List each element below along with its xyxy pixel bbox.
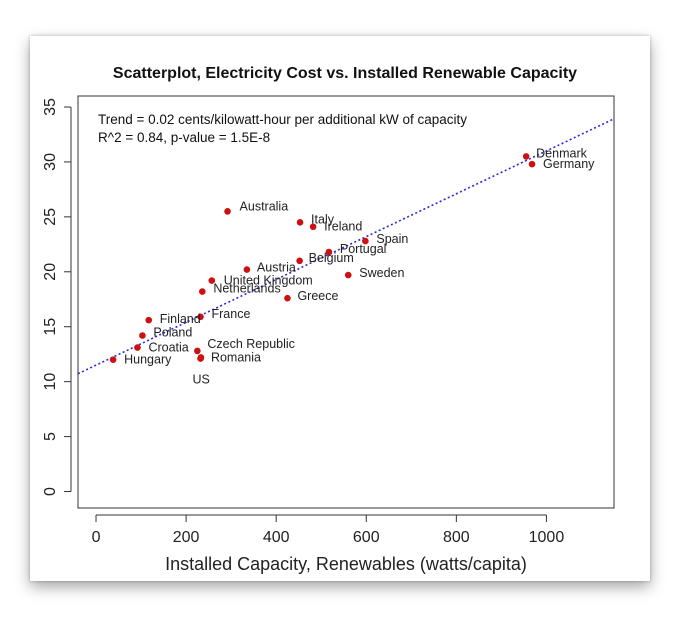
r2-annotation: R^2 = 0.84, p-value = 1.5E-8 — [98, 130, 270, 145]
data-point — [296, 257, 303, 265]
chart-title: Scatterplot, Electricity Cost vs. Instal… — [113, 65, 577, 82]
point-label: Czech Republic — [207, 337, 295, 351]
point-label: Belgium — [309, 251, 354, 265]
x-tick-label: 1000 — [529, 529, 565, 546]
data-points — [109, 153, 536, 363]
x-axis-label: Installed Capacity, Renewables (watts/ca… — [165, 554, 527, 574]
y-axis: 0 5 10 15 20 25 30 35 — [42, 98, 72, 496]
y-tick-label: 30 — [42, 153, 59, 171]
data-point — [243, 266, 251, 273]
point-label: Spain — [376, 232, 408, 246]
scatter-chart: Scatterplot, Electricity Cost vs. Instal… — [42, 65, 615, 574]
point-label: United Kingdom — [224, 274, 313, 288]
point-label: Poland — [153, 326, 192, 340]
chart-card: Scatterplot, Electricity Cost vs. Instal… — [30, 36, 650, 581]
point-label: Germany — [543, 157, 595, 171]
y-tick-label: 35 — [42, 98, 59, 116]
data-point — [197, 313, 204, 321]
data-point — [309, 223, 317, 231]
x-axis: 0 200 400 600 800 1000 — [92, 514, 565, 546]
y-tick-label: 5 — [42, 432, 59, 441]
point-label: Netherlands — [213, 282, 280, 296]
plot-frame — [77, 95, 615, 509]
y-tick-label: 0 — [42, 487, 59, 496]
point-label: Austria — [257, 261, 296, 275]
y-tick-label: 10 — [42, 373, 59, 391]
data-point — [344, 271, 352, 279]
point-label: Hungary — [124, 353, 172, 367]
x-tick-label: 0 — [92, 529, 101, 546]
x-tick-label: 400 — [263, 529, 290, 546]
data-point — [109, 356, 117, 363]
annotation-block: Trend = 0.02 cents/kilowatt-hour per add… — [98, 112, 467, 145]
data-point — [197, 355, 204, 362]
x-tick-label: 200 — [173, 529, 200, 546]
data-point — [134, 344, 141, 351]
data-point — [224, 208, 231, 215]
y-tick-label: 25 — [42, 208, 59, 226]
data-point — [528, 160, 536, 168]
data-point — [199, 288, 206, 295]
y-tick-label: 15 — [42, 318, 59, 336]
y-tick-label: 20 — [42, 263, 59, 281]
point-label: Italy — [311, 212, 335, 226]
data-point — [145, 316, 153, 324]
data-point — [362, 237, 369, 245]
point-label: France — [212, 307, 251, 321]
point-label: Denmark — [536, 146, 587, 160]
point-label: Finland — [160, 312, 201, 326]
x-tick-label: 600 — [353, 529, 380, 546]
point-label: Australia — [240, 199, 289, 213]
data-point — [296, 219, 304, 226]
point-label: Romania — [211, 350, 261, 364]
data-point — [139, 332, 146, 339]
point-label: Portugal — [340, 242, 387, 256]
trend-annotation: Trend = 0.02 cents/kilowatt-hour per add… — [98, 112, 467, 127]
data-point — [325, 248, 333, 256]
data-point — [208, 277, 216, 284]
data-point — [284, 294, 291, 302]
x-tick-label: 800 — [443, 529, 470, 546]
point-label: Croatia — [148, 341, 188, 355]
point-label: US — [193, 373, 210, 387]
point-label: Sweden — [359, 266, 404, 280]
point-label: Greece — [297, 289, 338, 303]
data-point — [194, 347, 201, 355]
point-label: Ireland — [324, 220, 362, 234]
data-point — [522, 153, 530, 160]
